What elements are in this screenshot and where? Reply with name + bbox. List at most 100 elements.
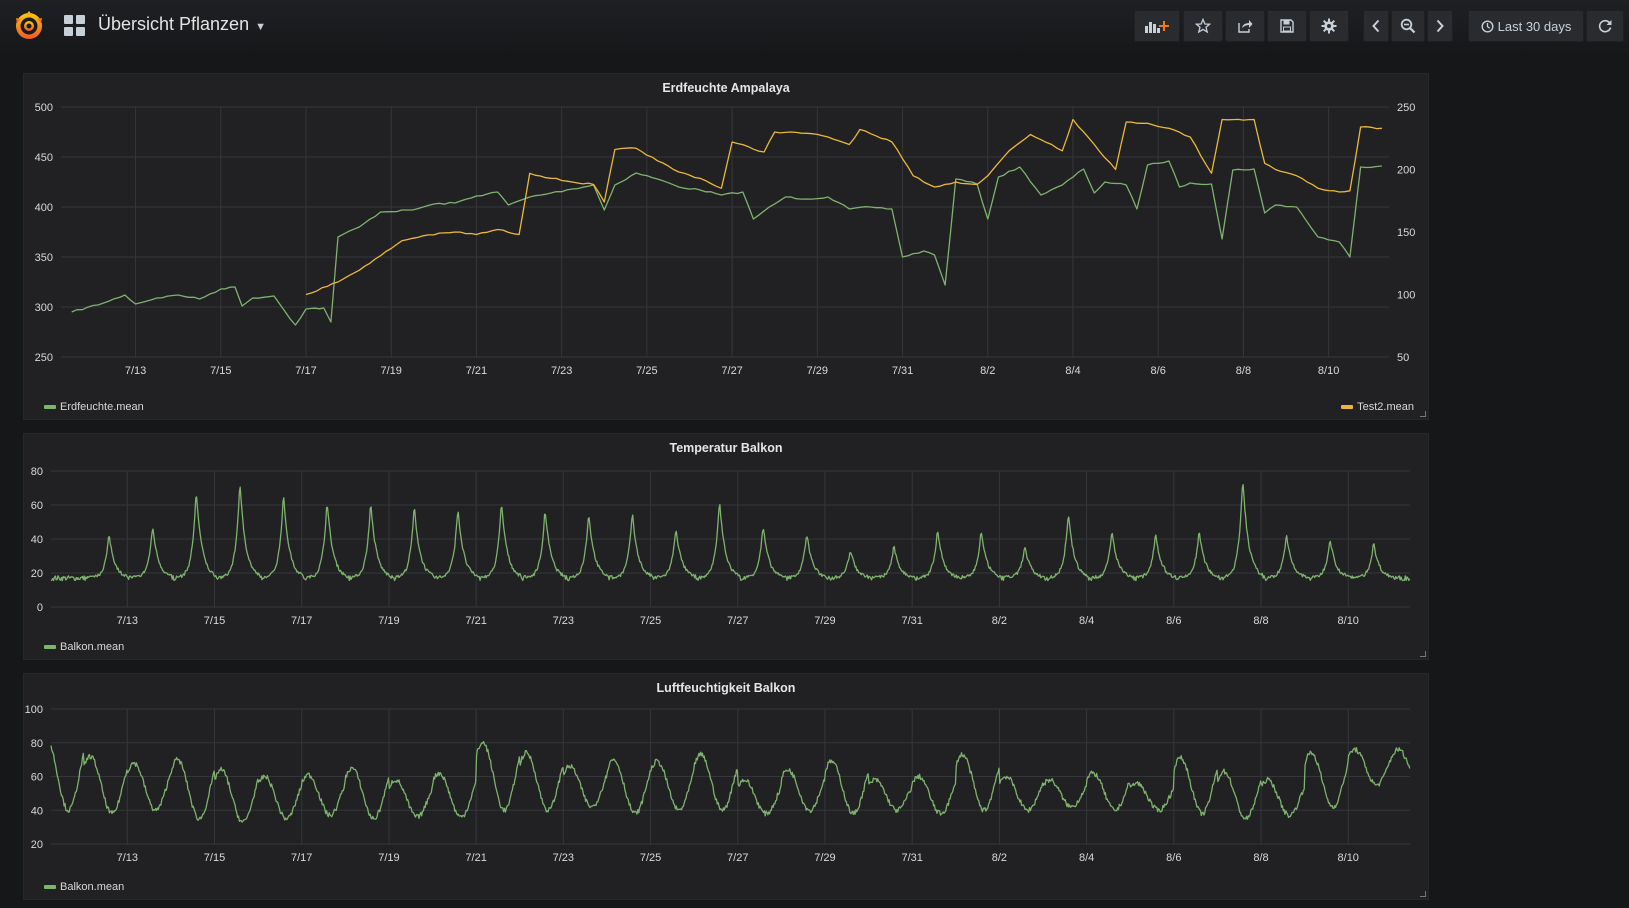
time-shift-forward-button[interactable] — [1427, 10, 1453, 42]
y-tick-label: 250 — [35, 352, 53, 364]
zoom-out-icon — [1400, 18, 1416, 34]
x-tick-label: 7/13 — [117, 852, 138, 864]
x-tick-label: 7/17 — [291, 615, 312, 627]
x-tick-label: 7/29 — [814, 852, 835, 864]
share-button[interactable] — [1225, 10, 1265, 42]
panel-erdfeuchte-ampalaya[interactable]: Erdfeuchte Ampalaya 7/13 7/15 7/17 7/19 7/21… — [23, 73, 1429, 420]
y-tick-label: 350 — [35, 252, 53, 264]
x-tick-label: 8/2 — [980, 365, 995, 377]
panel-luftfeuchtigkeit-balkon[interactable]: Luftfeuchtigkeit Balkon 7/13 7/15 7/17 7/19… — [23, 673, 1429, 900]
x-tick-label: 8/4 — [1079, 615, 1094, 627]
panel-title[interactable]: Erdfeuchte Ampalaya — [662, 81, 790, 95]
legend-item-test2[interactable]: Test2.mean — [1341, 401, 1414, 413]
series-line-balkon-humidity[interactable] — [50, 740, 1411, 823]
erdfeuchte-chart[interactable]: 7/13 7/15 7/17 7/19 7/21 7/23 7/25 7/27 7/29 7/31… — [24, 74, 1430, 421]
legend-color-swatch — [1341, 405, 1354, 409]
x-tick-label: 8/10 — [1338, 615, 1359, 627]
add-panel-button[interactable] — [1134, 10, 1180, 42]
x-tick-label: 8/2 — [992, 852, 1007, 864]
x-tick-label: 7/25 — [640, 852, 661, 864]
panel-resize-handle[interactable] — [1420, 411, 1426, 417]
top-navbar: Übersicht Pflanzen ▼ — [0, 0, 1629, 54]
legend-label: Test2.mean — [1357, 401, 1414, 413]
x-tick-label: 7/31 — [901, 615, 922, 627]
x-tick-label: 7/13 — [117, 615, 138, 627]
x-tick-label: 7/15 — [204, 852, 225, 864]
x-tick-label: 8/6 — [1151, 365, 1166, 377]
star-button[interactable] — [1183, 10, 1223, 42]
series-line-balkon-temperature[interactable] — [50, 483, 1411, 582]
panel-resize-handle[interactable] — [1420, 651, 1426, 657]
x-tick-label: 7/19 — [381, 365, 402, 377]
x-tick-label: 8/10 — [1318, 365, 1339, 377]
x-tick-label: 7/13 — [125, 365, 146, 377]
x-tick-label: 8/6 — [1166, 852, 1181, 864]
x-tick-label: 8/8 — [1236, 365, 1251, 377]
legend-label: Erdfeuchte.mean — [60, 401, 144, 413]
clock-icon — [1481, 19, 1494, 33]
x-tick-label: 7/29 — [814, 615, 835, 627]
x-tick-label: 7/21 — [465, 615, 486, 627]
panel-resize-handle[interactable] — [1420, 891, 1426, 897]
x-tick-label: 7/31 — [892, 365, 913, 377]
refresh-button[interactable] — [1586, 10, 1624, 42]
chevron-left-icon — [1372, 19, 1380, 33]
luftfeuchtigkeit-chart[interactable]: 7/13 7/15 7/17 7/19 7/21 7/23 7/25 7/27 7/29 7/31… — [24, 674, 1430, 901]
y2-tick-label: 250 — [1397, 102, 1415, 114]
y-tick-label: 0 — [37, 602, 43, 614]
save-icon — [1280, 19, 1294, 33]
y-tick-label: 400 — [35, 202, 53, 214]
x-tick-label: 7/25 — [640, 615, 661, 627]
dashboard-title[interactable]: Übersicht Pflanzen ▼ — [98, 14, 266, 35]
star-icon — [1195, 18, 1211, 34]
y2-tick-label: 100 — [1397, 290, 1415, 302]
x-tick-label: 8/6 — [1166, 615, 1181, 627]
x-tick-label: 7/21 — [466, 365, 487, 377]
series-line-test2-mean[interactable] — [305, 118, 1382, 296]
x-tick-label: 7/19 — [378, 852, 399, 864]
settings-gear-icon — [1321, 18, 1337, 34]
y-tick-label: 500 — [35, 102, 53, 114]
y-tick-label: 300 — [35, 302, 53, 314]
temperatur-chart[interactable]: 7/13 7/15 7/17 7/19 7/21 7/23 7/25 7/27 7/29 7/31… — [24, 434, 1430, 661]
dashboard-grid-icon[interactable] — [64, 15, 86, 37]
x-tick-label: 7/21 — [465, 852, 486, 864]
x-tick-label: 7/15 — [210, 365, 231, 377]
zoom-out-button[interactable] — [1391, 10, 1425, 42]
y-tick-label: 450 — [35, 152, 53, 164]
y-tick-label: 80 — [31, 466, 43, 478]
chevron-right-icon — [1436, 19, 1444, 33]
x-tick-label: 7/23 — [553, 615, 574, 627]
x-tick-label: 7/15 — [204, 615, 225, 627]
legend-label: Balkon.mean — [60, 641, 125, 653]
x-tick-label: 8/8 — [1253, 615, 1268, 627]
settings-button[interactable] — [1309, 10, 1349, 42]
y-tick-label: 20 — [31, 839, 43, 851]
legend-item-balkon-humidity[interactable]: Balkon.mean — [44, 881, 124, 893]
time-range-picker[interactable]: Last 30 days — [1468, 10, 1584, 42]
x-tick-label: 7/23 — [553, 852, 574, 864]
time-shift-back-button[interactable] — [1363, 10, 1389, 42]
x-tick-label: 7/27 — [727, 615, 748, 627]
dashboard-title-text: Übersicht Pflanzen — [98, 14, 250, 34]
legend-color-swatch — [44, 885, 56, 889]
panel-temperatur-balkon[interactable]: Temperatur Balkon 7/13 7/15 7/17 7/19 7/21 7/… — [23, 433, 1429, 660]
x-tick-label: 7/23 — [551, 365, 572, 377]
grafana-logo-icon[interactable] — [12, 8, 46, 42]
save-button[interactable] — [1267, 10, 1307, 42]
y2-tick-label: 200 — [1397, 165, 1415, 177]
panel-title[interactable]: Luftfeuchtigkeit Balkon — [656, 681, 796, 695]
legend-item-balkon-temp[interactable]: Balkon.mean — [44, 641, 124, 653]
x-tick-label: 7/29 — [807, 365, 828, 377]
series-line-erdfeuchte-mean[interactable] — [71, 160, 1382, 326]
y2-tick-label: 150 — [1397, 227, 1415, 239]
x-tick-label: 7/27 — [721, 365, 742, 377]
x-tick-label: 7/17 — [291, 852, 312, 864]
legend-item-erdfeuchte[interactable]: Erdfeuchte.mean — [44, 401, 144, 413]
panel-title[interactable]: Temperatur Balkon — [669, 441, 783, 455]
y-tick-label: 60 — [31, 772, 43, 784]
x-tick-label: 7/17 — [295, 365, 316, 377]
x-tick-label: 7/27 — [727, 852, 748, 864]
x-tick-label: 8/4 — [1065, 365, 1080, 377]
y2-tick-label: 50 — [1397, 352, 1409, 364]
